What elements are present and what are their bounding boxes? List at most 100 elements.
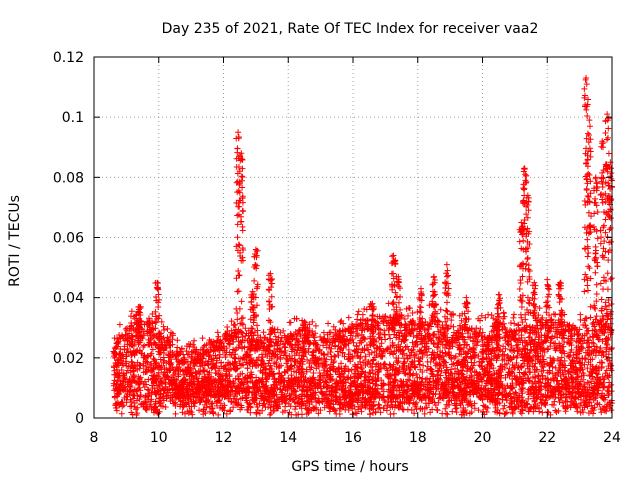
roti-point [542, 380, 549, 387]
roti-point [173, 356, 180, 363]
roti-point [575, 330, 582, 337]
roti-point [292, 358, 299, 365]
roti-point [118, 352, 125, 359]
roti-point [497, 363, 504, 370]
roti-point [550, 355, 557, 362]
roti-point [491, 353, 498, 360]
roti-point [326, 342, 333, 349]
roti-point [263, 376, 270, 383]
roti-point [338, 360, 345, 367]
roti-point [524, 365, 531, 372]
roti-point [504, 333, 511, 340]
roti-point [547, 393, 554, 400]
roti-point [582, 398, 589, 405]
roti-point [341, 353, 348, 360]
roti-point [417, 405, 424, 412]
roti-point [463, 316, 470, 323]
roti-point [306, 360, 313, 367]
roti-point [588, 378, 595, 385]
roti-point [190, 365, 197, 372]
roti-point [442, 405, 449, 412]
roti-point [267, 342, 274, 349]
roti-point [501, 411, 508, 418]
roti-point [149, 311, 156, 318]
roti-point [331, 406, 338, 413]
roti-point [569, 389, 576, 396]
roti-point [577, 311, 584, 318]
roti-point [232, 358, 239, 365]
roti-point [578, 393, 585, 400]
roti-point [534, 402, 541, 409]
roti-point [237, 371, 244, 378]
roti-point [505, 391, 512, 398]
roti-point [590, 407, 597, 414]
roti-point [377, 353, 384, 360]
roti-point [604, 342, 611, 349]
roti-point [509, 410, 516, 417]
roti-point [127, 403, 134, 410]
roti-point [238, 339, 245, 346]
roti-point [471, 368, 478, 375]
roti-point [380, 361, 387, 368]
roti-point [239, 380, 246, 387]
roti-point [209, 364, 216, 371]
roti-point [392, 371, 399, 378]
roti-point [280, 393, 287, 400]
roti-point [352, 348, 359, 355]
roti-point [525, 386, 532, 393]
roti-point [140, 344, 147, 351]
roti-point [584, 365, 591, 372]
roti-point [581, 361, 588, 368]
roti-point [542, 384, 549, 391]
roti-point [476, 362, 483, 369]
roti-point [184, 351, 191, 358]
roti-point [299, 382, 306, 389]
roti-point [598, 409, 605, 416]
y-axis-label: ROTI / TECUs [7, 195, 23, 287]
roti-point [475, 353, 482, 360]
roti-point [532, 373, 539, 380]
roti-point [167, 366, 174, 373]
roti-point [328, 385, 335, 392]
roti-point [496, 367, 503, 374]
roti-point [271, 391, 278, 398]
roti-point [599, 330, 606, 337]
roti-point [213, 355, 220, 362]
roti-point [303, 368, 310, 375]
roti-point [227, 333, 234, 340]
roti-point [114, 360, 121, 367]
roti-point [428, 388, 435, 395]
roti-point [123, 353, 130, 360]
roti-point [252, 391, 259, 398]
roti-point [233, 365, 240, 372]
roti-point [292, 406, 299, 413]
roti-point [458, 397, 465, 404]
roti-point [421, 343, 428, 350]
roti-point [388, 401, 395, 408]
roti-point [420, 362, 427, 369]
roti-point [546, 362, 553, 369]
roti-point [372, 318, 379, 325]
roti-point [270, 381, 277, 388]
roti-point [277, 348, 284, 355]
roti-point [237, 406, 244, 413]
roti-point [492, 408, 499, 415]
roti-point [534, 355, 541, 362]
roti-point [475, 315, 482, 322]
roti-point [467, 333, 474, 340]
roti-point [214, 329, 221, 336]
x-axis-label: GPS time / hours [291, 459, 408, 475]
roti-point [353, 389, 360, 396]
roti-point [245, 403, 252, 410]
roti-point [252, 359, 259, 366]
roti-point [569, 357, 576, 364]
roti-point [273, 363, 280, 370]
roti-point [515, 378, 522, 385]
roti-point [127, 313, 134, 320]
roti-point [519, 385, 526, 392]
roti-point [191, 337, 198, 344]
roti-point [489, 392, 496, 399]
roti-point [204, 360, 211, 367]
roti-point [265, 403, 272, 410]
roti-point [134, 410, 141, 417]
